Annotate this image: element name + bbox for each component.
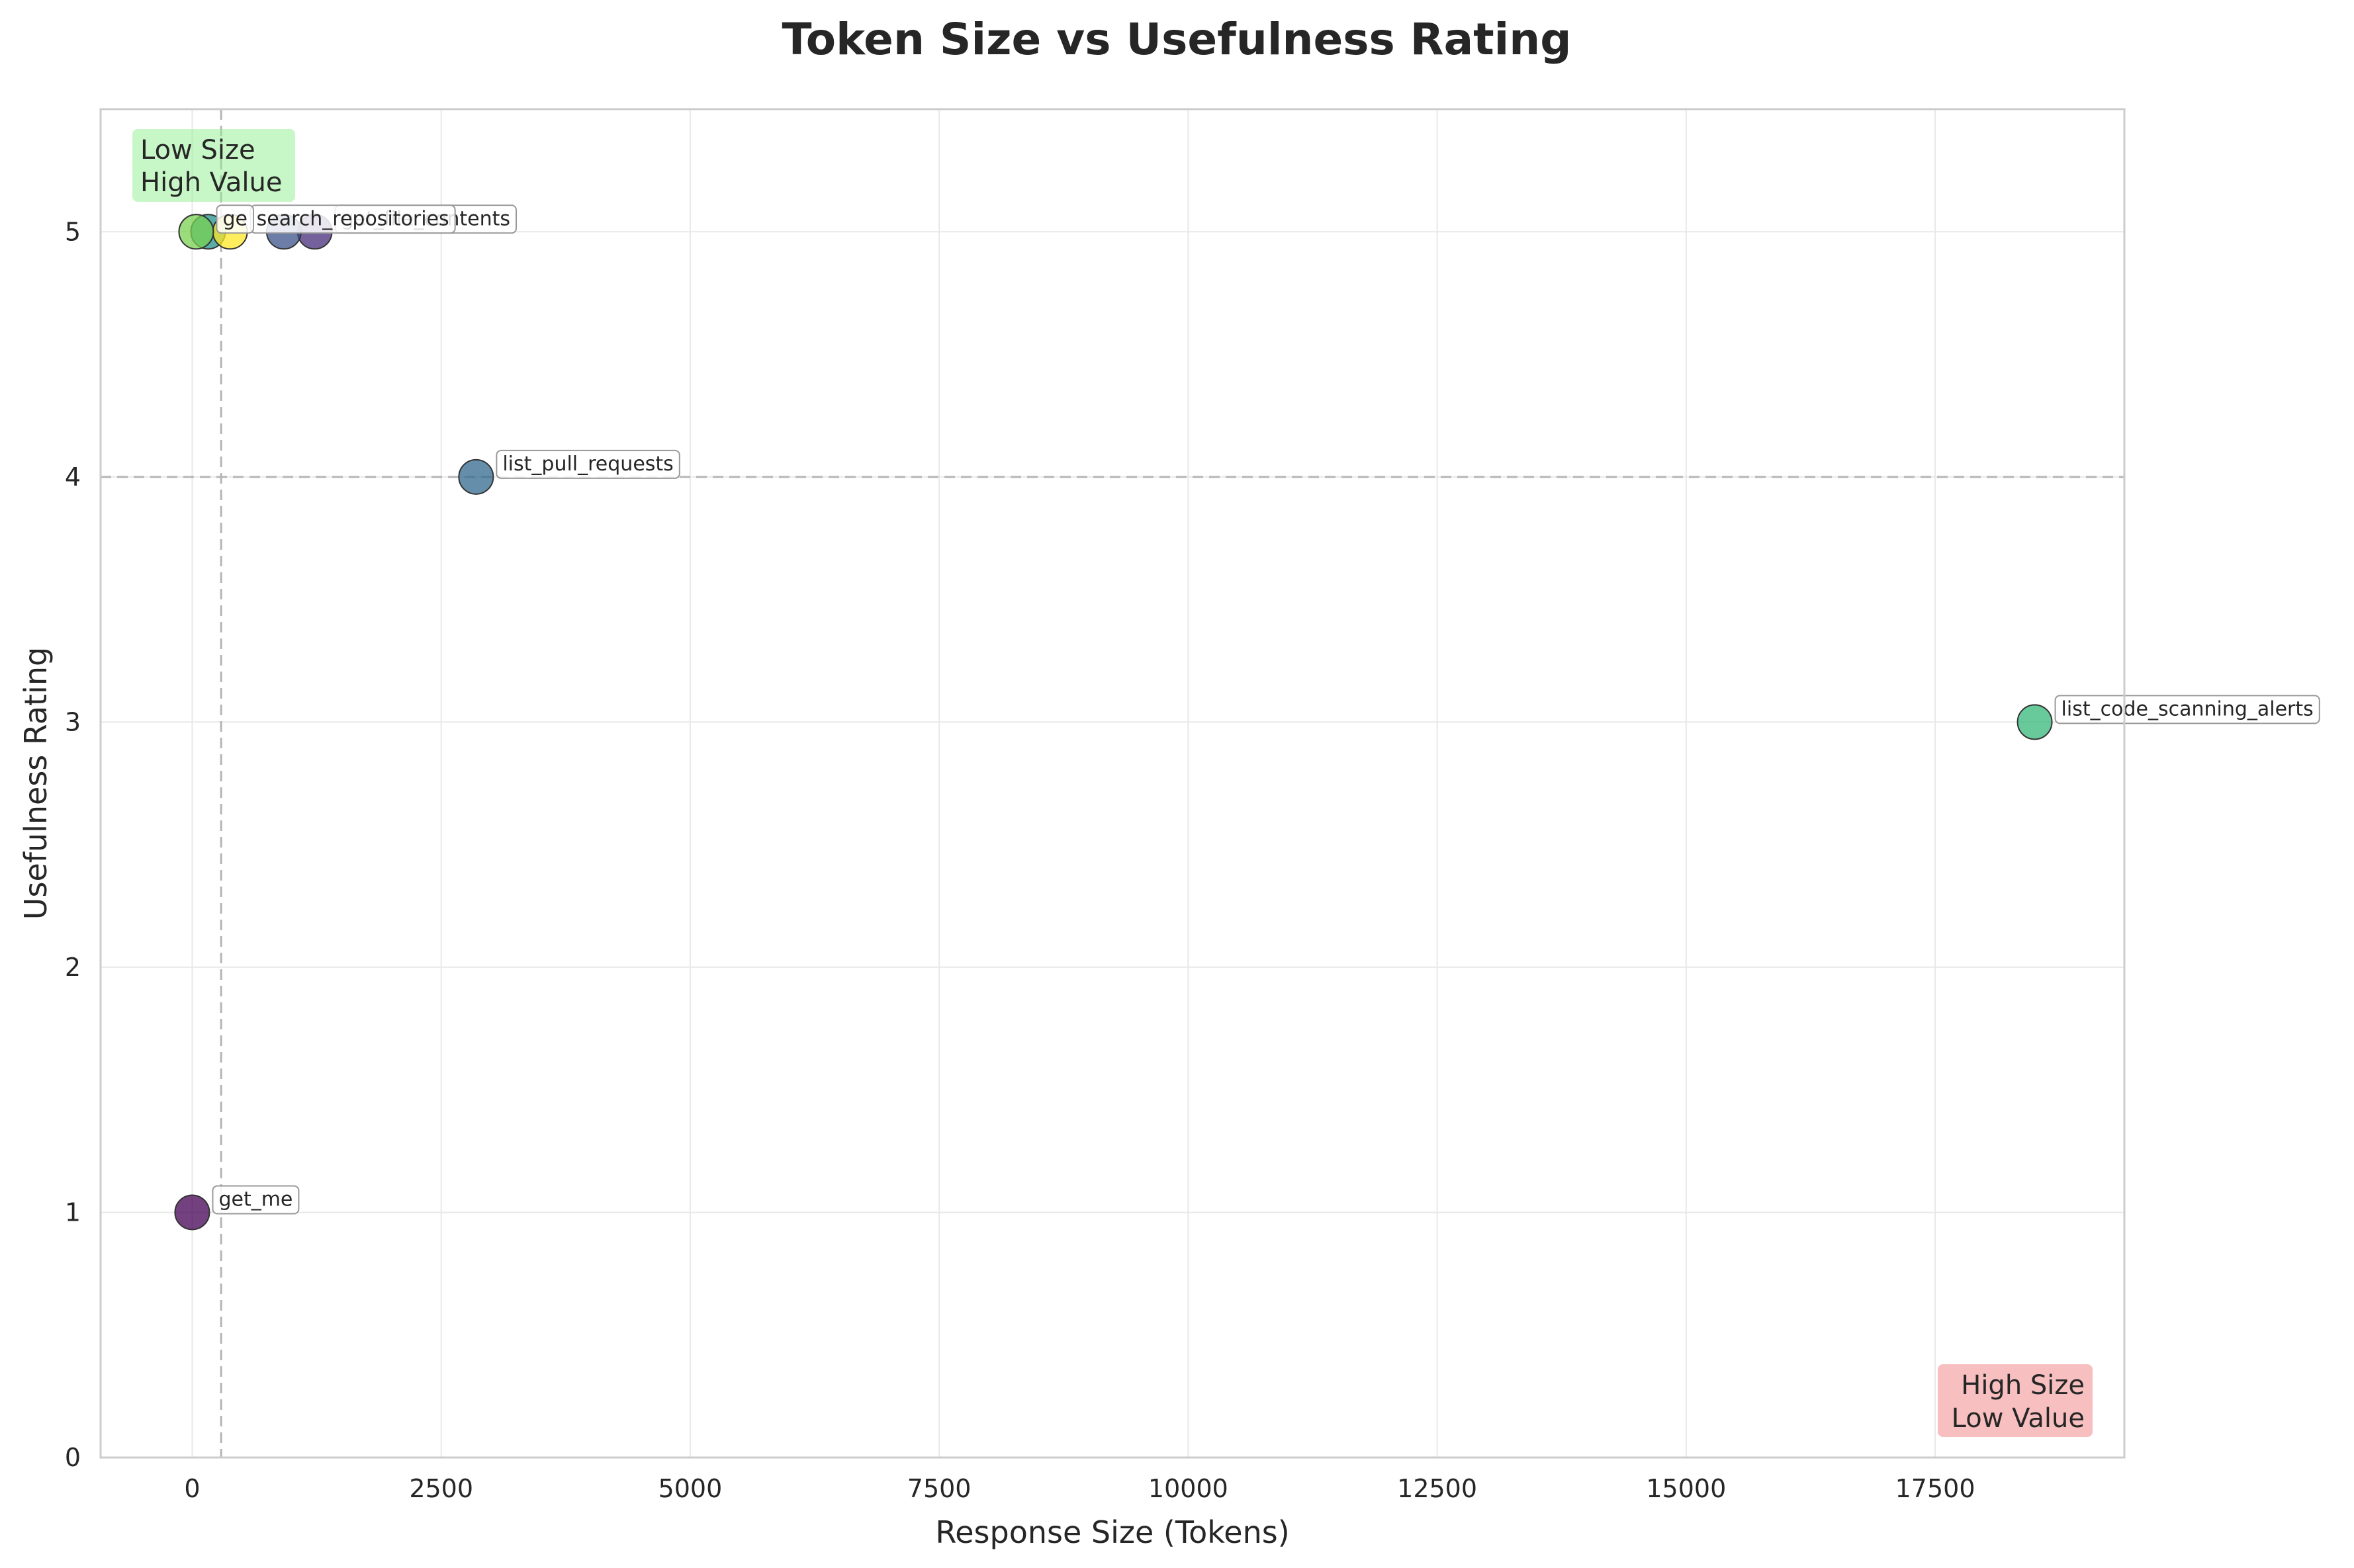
x-tick-label: 5000	[658, 1474, 723, 1503]
y-tick-label: 0	[65, 1443, 81, 1472]
point-label-text: list_pull_requests	[502, 453, 673, 476]
x-tick-label: 0	[184, 1474, 200, 1503]
point-label-box	[2054, 695, 2320, 724]
plot-area-background	[101, 109, 2124, 1458]
chart-title: Token Size vs Usefulness Rating	[782, 14, 1571, 65]
x-axis-ticks: 0 2500 5000 7500 10000 12500 15000 17500	[184, 1474, 1975, 1503]
y-axis-ticks: 0 1 2 3 4 5	[65, 217, 81, 1472]
low-size-high-value-box	[132, 129, 295, 202]
point-label-box	[216, 204, 254, 234]
x-tick-label: 15000	[1646, 1474, 1726, 1503]
point-label-box	[212, 1185, 300, 1215]
point-label-box	[496, 449, 680, 479]
high-size-low-value-line1: High Size	[1961, 1370, 2085, 1401]
x-axis-label: Response Size (Tokens)	[935, 1514, 1289, 1550]
data-point	[2016, 704, 2053, 740]
point-label-text: search_repositories	[257, 207, 449, 230]
high-size-low-value-line2: Low Value	[1952, 1403, 2085, 1434]
y-tick-label: 2	[65, 953, 81, 982]
point-label: get_me	[212, 1185, 300, 1215]
y-tick-label: 5	[65, 217, 81, 246]
point-label: ge	[216, 204, 254, 234]
data-points	[174, 214, 2053, 1231]
y-axis-label: Usefulness Rating	[18, 647, 54, 920]
y-tick-label: 1	[65, 1198, 81, 1227]
data-point	[174, 1194, 210, 1231]
point-label-text: get_me	[218, 1188, 293, 1211]
x-tick-label: 12500	[1397, 1474, 1477, 1503]
point-label-text: ge	[222, 207, 248, 230]
y-tick-label: 4	[65, 462, 81, 492]
x-tick-label: 2500	[409, 1474, 473, 1503]
x-tick-label: 7500	[907, 1474, 972, 1503]
data-point	[458, 458, 494, 495]
point-labels: get_me list_pull_requests list_code_scanni…	[212, 204, 2320, 1215]
point-label-text: list_code_scanning_alerts	[2061, 697, 2314, 720]
plot-frame	[99, 108, 2126, 1459]
x-tick-label: 10000	[1148, 1474, 1228, 1503]
reference-lines	[101, 109, 2124, 1458]
high-size-low-value-box	[1938, 1364, 2093, 1437]
point-label: list_pull_requests	[496, 449, 680, 479]
data-point	[178, 214, 214, 250]
x-tick-label: 17500	[1895, 1474, 1975, 1503]
low-size-high-value-line1: Low Size	[140, 135, 255, 165]
low-size-high-value-line2: High Value	[140, 167, 283, 198]
y-tick-label: 3	[65, 707, 81, 736]
point-label: search_repositories	[249, 204, 456, 234]
point-label: list_code_scanning_alerts	[2054, 695, 2320, 724]
